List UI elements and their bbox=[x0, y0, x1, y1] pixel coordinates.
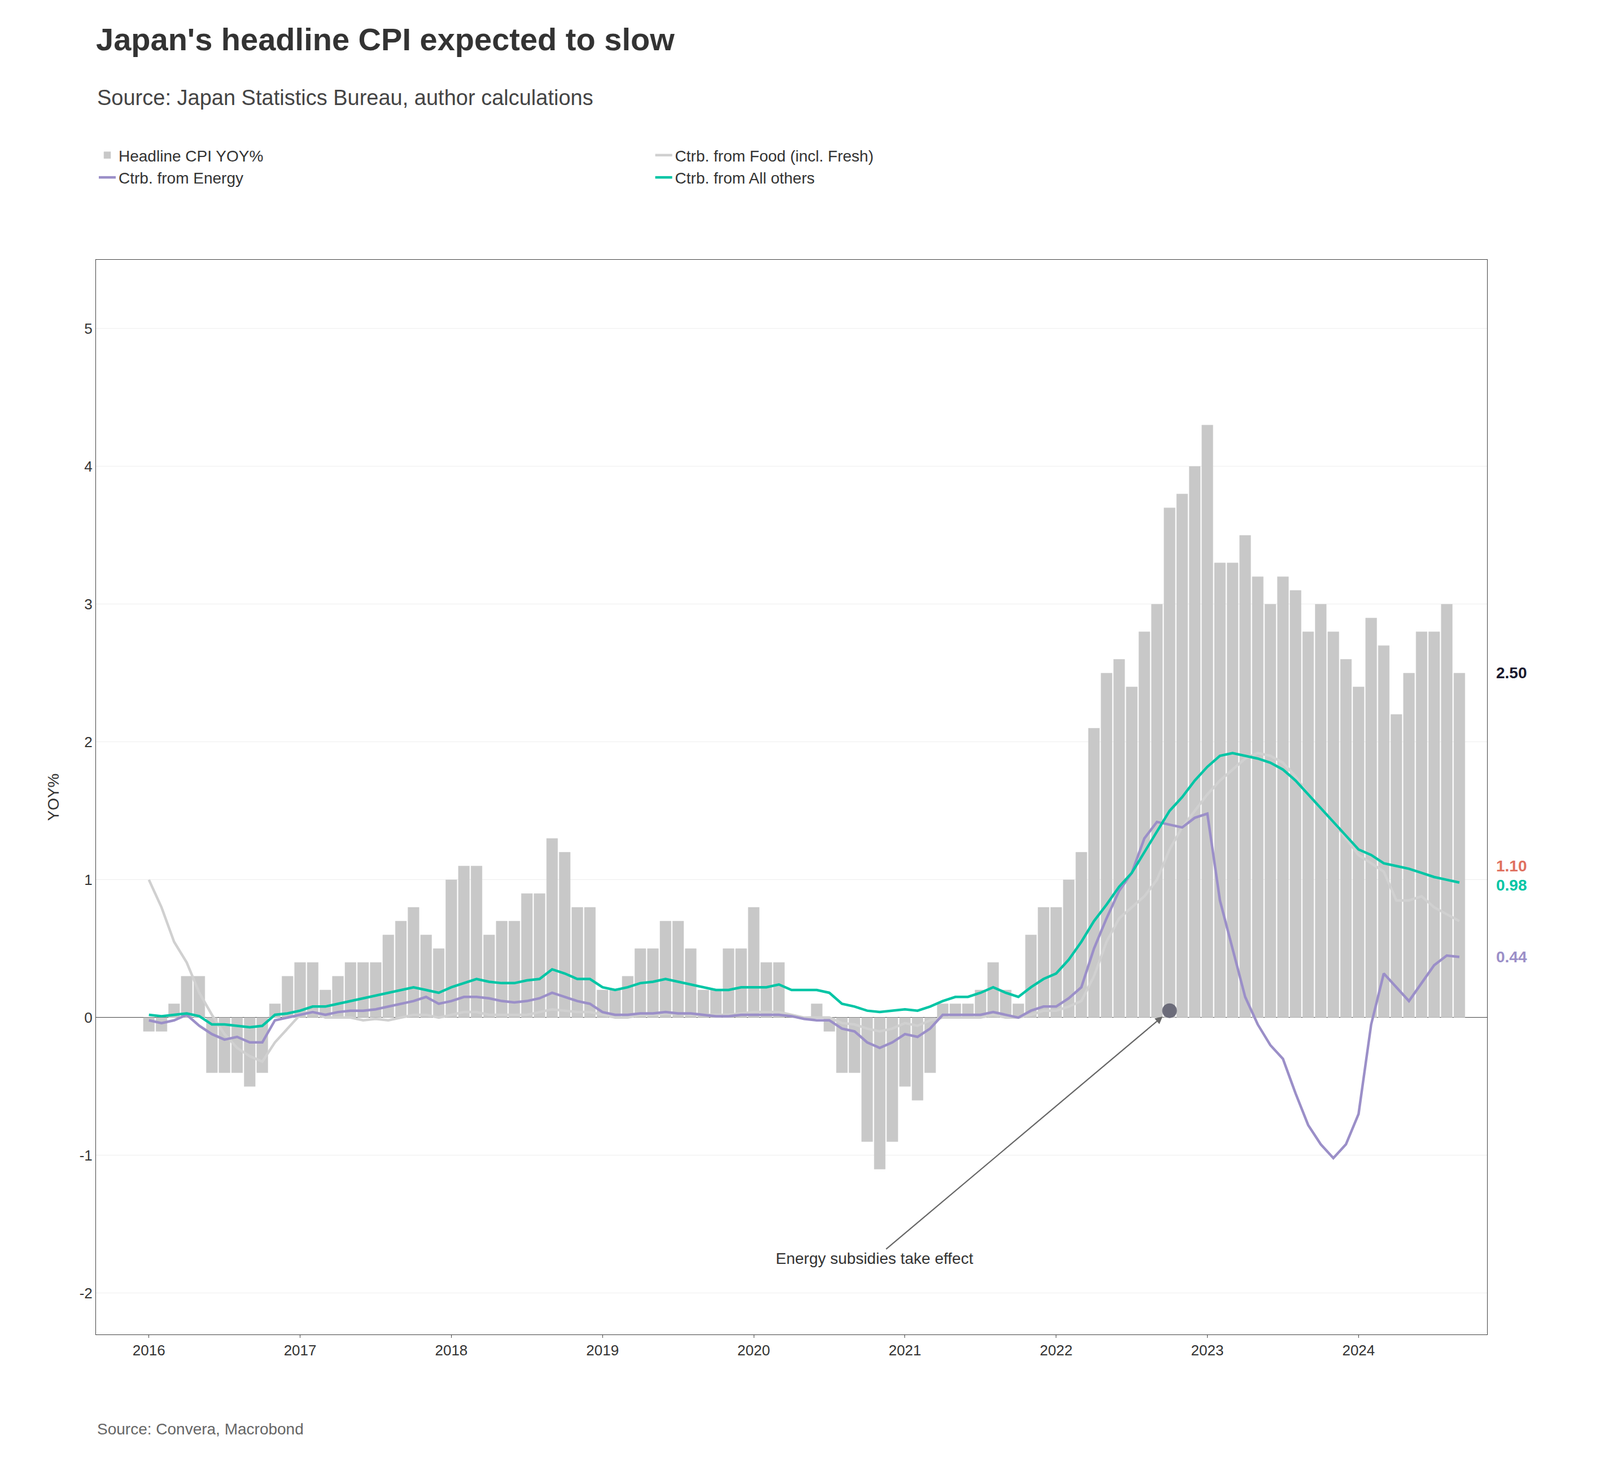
svg-text:Ctrb. from Energy: Ctrb. from Energy bbox=[118, 169, 244, 187]
svg-text:2016: 2016 bbox=[132, 1341, 166, 1359]
svg-text:-1: -1 bbox=[79, 1146, 93, 1164]
svg-text:1: 1 bbox=[84, 871, 93, 889]
svg-text:2020: 2020 bbox=[737, 1341, 771, 1359]
svg-text:0: 0 bbox=[84, 1008, 93, 1026]
svg-text:Japan's headline CPI expected: Japan's headline CPI expected to slow bbox=[95, 21, 675, 58]
svg-text:2022: 2022 bbox=[1039, 1341, 1073, 1359]
svg-text:2023: 2023 bbox=[1191, 1341, 1224, 1359]
svg-text:3: 3 bbox=[84, 595, 93, 613]
svg-text:2.50: 2.50 bbox=[1496, 663, 1528, 682]
svg-text:Energy subsidies take effect: Energy subsidies take effect bbox=[775, 1249, 974, 1267]
svg-text:-2: -2 bbox=[79, 1284, 93, 1302]
svg-text:Source: Japan Statistics Burea: Source: Japan Statistics Bureau, author … bbox=[97, 85, 594, 110]
svg-text:2018: 2018 bbox=[434, 1341, 468, 1359]
svg-text:Ctrb. from All others: Ctrb. from All others bbox=[675, 169, 815, 187]
svg-text:2021: 2021 bbox=[888, 1341, 922, 1359]
svg-text:Ctrb. from Food (incl. Fresh): Ctrb. from Food (incl. Fresh) bbox=[675, 147, 874, 165]
svg-text:2024: 2024 bbox=[1341, 1341, 1375, 1359]
svg-text:0.44: 0.44 bbox=[1496, 947, 1528, 966]
svg-text:0.98: 0.98 bbox=[1496, 876, 1528, 894]
svg-text:Headline CPI YOY%: Headline CPI YOY% bbox=[118, 147, 264, 165]
svg-text:2019: 2019 bbox=[586, 1341, 619, 1359]
svg-text:2017: 2017 bbox=[283, 1341, 317, 1359]
svg-text:Source: Convera, Macrobond: Source: Convera, Macrobond bbox=[97, 1419, 304, 1438]
svg-text:2: 2 bbox=[84, 733, 93, 751]
svg-text:1.10: 1.10 bbox=[1496, 857, 1528, 875]
svg-text:5: 5 bbox=[84, 320, 93, 338]
svg-text:YOY%: YOY% bbox=[44, 772, 63, 821]
svg-text:4: 4 bbox=[84, 457, 93, 475]
